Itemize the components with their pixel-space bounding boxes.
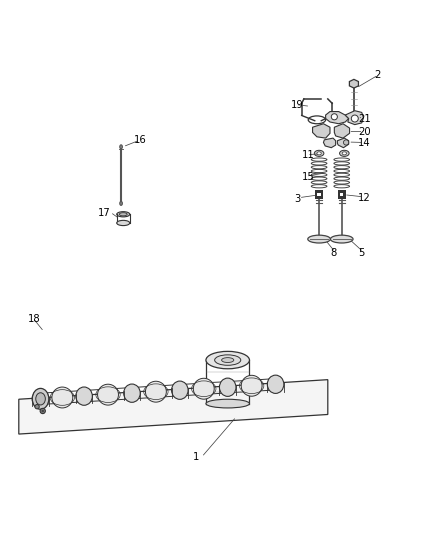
Text: 1: 1 (193, 452, 199, 462)
Ellipse shape (117, 212, 130, 217)
Ellipse shape (342, 152, 346, 155)
Text: 17: 17 (98, 208, 111, 219)
Polygon shape (313, 124, 330, 138)
Ellipse shape (98, 384, 118, 405)
Text: 2: 2 (374, 70, 380, 80)
Ellipse shape (172, 381, 188, 399)
Text: 19: 19 (290, 100, 303, 110)
Text: 3: 3 (294, 194, 300, 204)
Ellipse shape (120, 201, 122, 205)
Text: 11: 11 (302, 150, 314, 160)
Ellipse shape (219, 378, 236, 397)
Polygon shape (334, 124, 350, 138)
Text: 18: 18 (28, 314, 40, 324)
Circle shape (351, 115, 358, 122)
Circle shape (331, 114, 337, 120)
Ellipse shape (339, 150, 349, 156)
Ellipse shape (76, 387, 92, 405)
Text: 20: 20 (358, 127, 371, 138)
Ellipse shape (222, 358, 234, 362)
Text: 12: 12 (358, 193, 371, 203)
Ellipse shape (32, 390, 49, 408)
Circle shape (343, 140, 349, 145)
Circle shape (42, 410, 44, 413)
Ellipse shape (36, 393, 46, 405)
Circle shape (40, 408, 46, 414)
Polygon shape (323, 138, 336, 148)
Ellipse shape (314, 150, 324, 156)
Ellipse shape (241, 375, 262, 396)
Ellipse shape (120, 145, 122, 149)
Text: 21: 21 (358, 114, 371, 124)
Text: 5: 5 (358, 248, 365, 259)
Text: 15: 15 (302, 172, 314, 182)
Ellipse shape (52, 387, 73, 408)
Text: 8: 8 (330, 248, 336, 259)
Polygon shape (345, 111, 364, 125)
Polygon shape (350, 79, 358, 88)
Ellipse shape (215, 355, 241, 365)
Ellipse shape (330, 235, 353, 243)
Ellipse shape (32, 389, 49, 409)
Ellipse shape (145, 381, 166, 402)
Ellipse shape (308, 235, 330, 243)
Ellipse shape (193, 378, 214, 399)
Ellipse shape (317, 152, 321, 155)
Bar (340, 193, 343, 197)
Bar (315, 190, 323, 199)
Text: 16: 16 (134, 135, 147, 146)
Ellipse shape (124, 384, 140, 402)
Polygon shape (19, 379, 328, 434)
Bar (338, 190, 346, 199)
Circle shape (35, 405, 39, 409)
Polygon shape (325, 111, 349, 124)
Ellipse shape (206, 399, 250, 408)
Text: 14: 14 (358, 139, 371, 148)
Ellipse shape (267, 375, 284, 393)
Ellipse shape (206, 351, 250, 369)
Ellipse shape (117, 220, 130, 225)
Polygon shape (337, 138, 349, 148)
Ellipse shape (119, 213, 127, 216)
Bar (318, 193, 321, 197)
